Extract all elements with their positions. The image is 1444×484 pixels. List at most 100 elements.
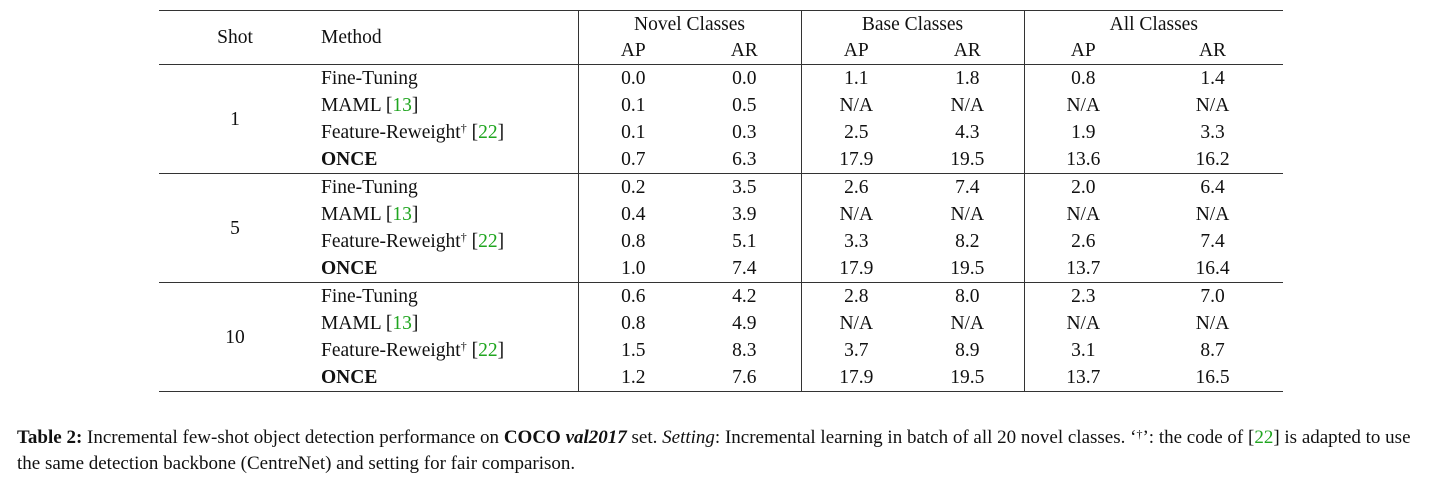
shot-block: 1 Fine-Tuning 0.0 0.0 1.1 1.8 0.8 1.4 MAML [13] 0… <box>159 64 1284 174</box>
method-cell: MAML [13] <box>311 92 579 119</box>
table-row: Feature-Reweight† [22] 1.5 8.3 3.7 8.9 3.1 8.7 <box>159 337 1283 364</box>
value-novel-ap: 0.0 <box>621 68 646 89</box>
value-all-ap: N/A <box>1066 313 1101 334</box>
value-base-ap: N/A <box>839 313 874 334</box>
method-cell: Feature-Reweight† [22] <box>311 119 579 146</box>
method-cell: MAML [13] <box>311 310 579 337</box>
citation-link[interactable]: 22 <box>1254 427 1274 448</box>
shot-cell: 10 <box>159 282 311 392</box>
value-novel-ap: 0.8 <box>621 313 646 334</box>
method-cell: ONCE <box>311 364 579 392</box>
citation-link[interactable]: 22 <box>478 231 498 252</box>
caption-text: set. <box>626 427 663 448</box>
method-cell: Fine-Tuning <box>311 64 579 92</box>
value-all-ap: 13.6 <box>1024 146 1142 174</box>
caption-text: Incremental few-shot object detection pe… <box>82 427 504 448</box>
method-name: ONCE <box>321 367 378 388</box>
value-base-ar: 7.4 <box>911 173 1025 201</box>
value-novel-ap: 1.0 <box>578 255 688 283</box>
citation-link[interactable]: 13 <box>392 204 412 225</box>
method-name: Fine-Tuning <box>321 286 418 307</box>
value-novel-ar: 7.6 <box>688 364 802 392</box>
dagger-mark: † <box>460 339 467 353</box>
value-all-ar: 16.5 <box>1142 364 1284 392</box>
method-name: Fine-Tuning <box>321 177 418 198</box>
citation-link[interactable]: 22 <box>478 122 498 143</box>
value-all-ar: N/A <box>1195 313 1230 334</box>
table-header: Shot Method Novel Classes Base Classes A… <box>159 10 1284 65</box>
method-name: Feature-Reweight <box>321 340 461 361</box>
value-all-ap: 13.7 <box>1024 364 1142 392</box>
group-header-all: All Classes <box>1024 10 1284 38</box>
value-all-ap: N/A <box>1066 95 1101 116</box>
value-novel-ar: 7.4 <box>688 255 802 283</box>
value-base-ap: 1.1 <box>844 68 869 89</box>
dagger-mark: † <box>1136 427 1143 441</box>
value-all-ar: 1.4 <box>1200 68 1225 89</box>
value-all-ar: 7.4 <box>1200 231 1225 252</box>
caption-text: ] is adapted to use the same detection b… <box>17 427 1411 474</box>
value-all-ap: 1.9 <box>1071 122 1096 143</box>
value-all-ap: N/A <box>1066 204 1101 225</box>
shot-cell: 5 <box>159 173 311 283</box>
value-base-ar: 19.5 <box>911 146 1025 174</box>
dagger-mark: † <box>460 230 467 244</box>
citation-link[interactable]: 13 <box>392 313 412 334</box>
method-cell: ONCE <box>311 146 579 174</box>
value-base-ar: 1.8 <box>911 64 1025 92</box>
table-row: 10 Fine-Tuning 0.6 4.2 2.8 8.0 2.3 7.0 <box>159 282 1283 392</box>
value-novel-ap: 0.4 <box>621 204 646 225</box>
value-all-ar: 8.7 <box>1200 340 1225 361</box>
method-name: MAML <box>321 313 381 334</box>
value-base-ap: 2.8 <box>844 286 869 307</box>
value-novel-ar: 6.3 <box>688 146 802 174</box>
value-base-ar: 8.0 <box>911 282 1025 310</box>
value-novel-ar: 4.9 <box>688 310 802 337</box>
table-row: ONCE 1.0 7.4 17.9 19.5 13.7 16.4 <box>159 255 1284 283</box>
value-base-ap: 17.9 <box>801 146 911 174</box>
table-row: MAML [13] 0.8 4.9 N/A N/A N/A N/A <box>159 310 1283 337</box>
value-novel-ap: 0.8 <box>621 231 646 252</box>
col-header-ap: AP <box>578 38 688 65</box>
method-header: Method <box>311 10 579 65</box>
method-cell: Feature-Reweight† [22] <box>311 228 579 255</box>
method-cell: MAML [13] <box>311 201 579 228</box>
value-base-ar: 19.5 <box>911 364 1025 392</box>
citation-link[interactable]: 13 <box>392 95 412 116</box>
value-base-ar: 4.3 <box>911 119 1025 146</box>
value-all-ar: 3.3 <box>1200 122 1225 143</box>
value-all-ap: 2.6 <box>1071 231 1096 252</box>
value-base-ar: N/A <box>911 201 1025 228</box>
value-all-ap: 3.1 <box>1071 340 1096 361</box>
group-header-base: Base Classes <box>801 10 1025 38</box>
citation-link[interactable]: 22 <box>478 340 498 361</box>
value-all-ap: 0.8 <box>1071 68 1096 89</box>
dagger-mark: † <box>460 121 467 135</box>
value-base-ar: N/A <box>911 310 1025 337</box>
col-header-ap: AP <box>1024 38 1142 65</box>
value-novel-ar: 5.1 <box>688 228 802 255</box>
group-header-novel: Novel Classes <box>578 10 802 38</box>
value-base-ap: N/A <box>839 95 874 116</box>
value-all-ar: 6.4 <box>1200 177 1225 198</box>
value-novel-ap: 1.5 <box>621 340 646 361</box>
caption-text: ’: the code of [ <box>1142 427 1255 448</box>
value-base-ar: 8.9 <box>911 337 1025 364</box>
method-cell: Fine-Tuning <box>311 282 579 310</box>
table-row: MAML [13] 0.4 3.9 N/A N/A N/A N/A <box>159 201 1283 228</box>
col-header-ar: AR <box>688 38 802 65</box>
value-novel-ar: 0.3 <box>688 119 802 146</box>
value-base-ar: N/A <box>911 92 1025 119</box>
value-base-ar: 19.5 <box>911 255 1025 283</box>
caption-split: val2017 <box>565 427 627 448</box>
value-novel-ap: 0.1 <box>621 122 646 143</box>
value-novel-ar: 0.0 <box>688 64 802 92</box>
method-name: Feature-Reweight <box>321 122 461 143</box>
value-all-ar: 7.0 <box>1200 286 1225 307</box>
value-novel-ar: 3.5 <box>688 173 802 201</box>
value-base-ap: 17.9 <box>801 255 911 283</box>
shot-cell: 1 <box>159 64 311 174</box>
method-cell: Feature-Reweight† [22] <box>311 337 579 364</box>
value-all-ar: N/A <box>1195 204 1230 225</box>
shot-header: Shot <box>159 10 311 65</box>
